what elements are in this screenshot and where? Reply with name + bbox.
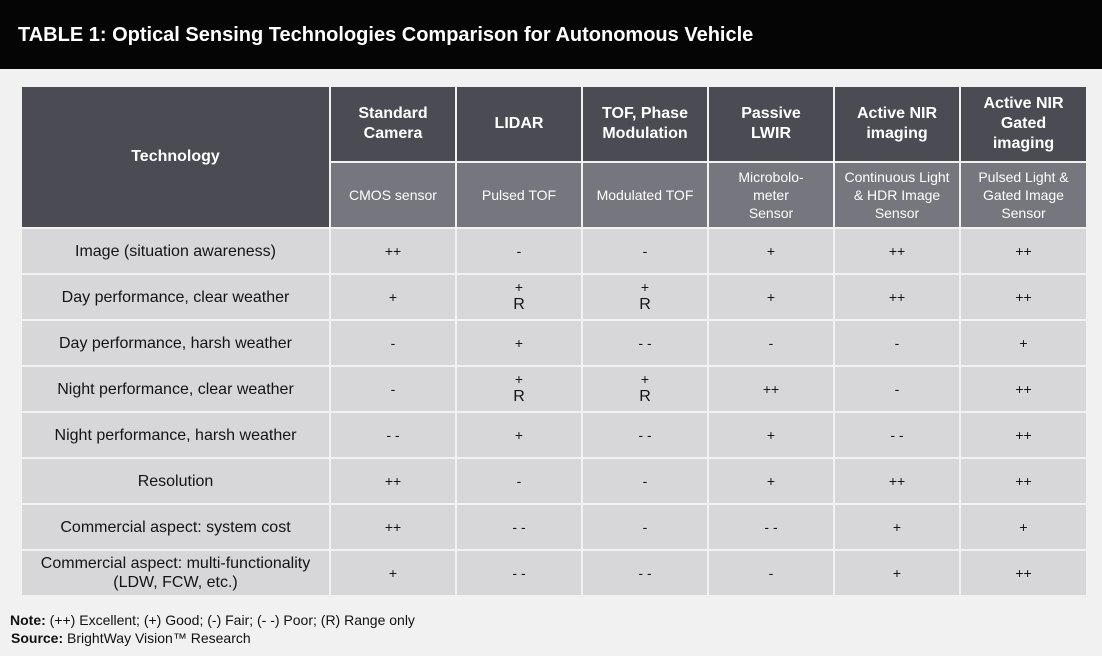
- rating-cell: ++: [833, 457, 961, 505]
- rating-cell: +: [959, 319, 1088, 367]
- rating-cell: + R: [455, 365, 583, 413]
- column-subheader: Continuous Light & HDR Image Sensor: [833, 161, 961, 229]
- rating-cell: ++: [959, 549, 1088, 597]
- rating-cell: + R: [455, 273, 583, 321]
- rating-cell: +: [707, 457, 835, 505]
- rating-cell: +: [455, 319, 583, 367]
- rating-cell: -: [329, 319, 457, 367]
- rating-cell: - -: [833, 411, 961, 459]
- rating-cell: ++: [959, 365, 1088, 413]
- rating-cell: -: [833, 319, 961, 367]
- rating-cell: -: [581, 457, 709, 505]
- rating-cell: - -: [455, 503, 583, 551]
- rating-cell: +: [455, 411, 583, 459]
- range-marker: R: [513, 388, 525, 405]
- source-label: Source:: [11, 630, 64, 646]
- row-label: Resolution: [20, 457, 331, 505]
- source-line: Source: BrightWay Vision™ Research: [11, 630, 251, 646]
- table-row: Resolution ++ - - + ++ ++: [20, 457, 1088, 505]
- rating-cell: +: [707, 411, 835, 459]
- rating-cell: - -: [329, 411, 457, 459]
- column-header: LIDAR: [455, 85, 583, 163]
- rating-cell: -: [707, 549, 835, 597]
- rating-cell: +: [833, 549, 961, 597]
- rating-cell: - -: [707, 503, 835, 551]
- note-line: Note: (++) Excellent; (+) Good; (-) Fair…: [10, 612, 415, 628]
- rating-cell: ++: [329, 227, 457, 275]
- rating-cell: ++: [959, 273, 1088, 321]
- rating-cell: - -: [581, 549, 709, 597]
- note-text: (++) Excellent; (+) Good; (-) Fair; (- -…: [45, 612, 415, 628]
- rating-cell: ++: [329, 503, 457, 551]
- table-row: Night performance, harsh weather - - + - - +…: [20, 411, 1088, 459]
- range-marker: R: [639, 296, 651, 313]
- row-label: Day performance, clear weather: [20, 273, 331, 321]
- row-label: Day performance, harsh weather: [20, 319, 331, 367]
- rating-cell: - -: [455, 549, 583, 597]
- table-row: Commercial aspect: multi-functionality (…: [20, 549, 1088, 597]
- rating-symbol: +: [640, 371, 650, 387]
- note-label: Note:: [10, 612, 46, 628]
- row-label: Image (situation awareness): [20, 227, 331, 275]
- column-subheader: Modulated TOF: [581, 161, 709, 229]
- column-subheader: CMOS sensor: [329, 161, 457, 229]
- table-row: Night performance, clear weather - + R + R ++ -…: [20, 365, 1088, 413]
- rating-cell: +: [707, 227, 835, 275]
- table-row: Commercial aspect: system cost ++ - --- - +…: [20, 503, 1088, 551]
- rating-cell: + R: [581, 365, 709, 413]
- rating-cell: -: [833, 365, 961, 413]
- column-subheader: Pulsed TOF: [455, 161, 583, 229]
- subheader-row: CMOS sensor Pulsed TOF Modulated TOF Mic…: [21, 161, 1088, 229]
- rating-cell: -: [707, 319, 835, 367]
- rating-cell: +: [329, 273, 457, 321]
- rating-cell: -: [455, 227, 583, 275]
- rating-cell: ++: [959, 227, 1088, 275]
- rating-cell: -: [455, 457, 583, 505]
- rating-cell: +: [833, 503, 961, 551]
- rating-cell: -: [581, 503, 709, 551]
- rating-cell: ++: [959, 411, 1088, 459]
- table-row: Image (situation awareness) ++ - - + ++ ++: [20, 227, 1088, 275]
- rating-symbol: +: [640, 279, 650, 295]
- column-header: TOF, Phase Modulation: [581, 85, 709, 163]
- table-title: TABLE 1: Optical Sensing Technologies Co…: [18, 24, 754, 46]
- rating-cell: - -: [581, 319, 709, 367]
- column-header: Active NIR imaging: [833, 85, 961, 163]
- title-bar: TABLE 1: Optical Sensing Technologies Co…: [0, 0, 1102, 69]
- column-header: Standard Camera: [329, 85, 457, 163]
- rating-cell: +: [707, 273, 835, 321]
- column-subheader: Microbolo-meter Sensor: [707, 161, 835, 229]
- column-header: Active NIR Gated imaging: [959, 85, 1088, 163]
- range-marker: R: [639, 388, 651, 405]
- rating-cell: -: [581, 227, 709, 275]
- row-label: Commercial aspect: system cost: [20, 503, 331, 551]
- table-body: Image (situation awareness) ++ - - + ++ ++ Day …: [20, 227, 1088, 597]
- header-row: Technology Standard Camera LIDAR TOF, Ph…: [20, 85, 1088, 229]
- column-subheader: Pulsed Light & Gated Image Sensor: [959, 161, 1088, 229]
- rating-cell: ++: [833, 273, 961, 321]
- rating-cell: - -: [581, 411, 709, 459]
- rating-cell: ++: [833, 227, 961, 275]
- rating-cell: -: [329, 365, 457, 413]
- rating-cell: +: [329, 549, 457, 597]
- rating-symbol: +: [514, 371, 524, 387]
- column-header: Passive LWIR: [707, 85, 835, 163]
- table-row: Day performance, clear weather + + R + R + ++ ++: [20, 273, 1088, 321]
- table-row: Day performance, harsh weather - + - - - - +: [20, 319, 1088, 367]
- comparison-table: Technology Standard Camera LIDAR TOF, Ph…: [20, 85, 1088, 597]
- rating-cell: ++: [707, 365, 835, 413]
- source-text: BrightWay Vision™ Research: [63, 630, 251, 646]
- rating-symbol: +: [514, 279, 524, 295]
- row-label: Commercial aspect: multi-functionality (…: [20, 549, 331, 597]
- row-label: Night performance, harsh weather: [20, 411, 331, 459]
- rating-cell: +: [959, 503, 1088, 551]
- row-label: Night performance, clear weather: [20, 365, 331, 413]
- technology-header: Technology: [20, 85, 331, 229]
- rating-cell: ++: [959, 457, 1088, 505]
- rating-cell: ++: [329, 457, 457, 505]
- rating-cell: + R: [581, 273, 709, 321]
- range-marker: R: [513, 296, 525, 313]
